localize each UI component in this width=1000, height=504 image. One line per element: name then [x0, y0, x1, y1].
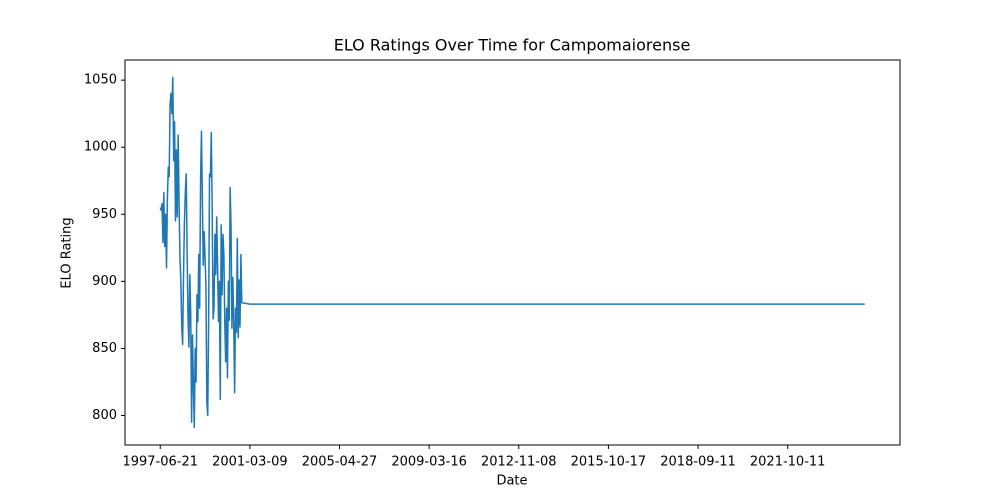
y-tick-label: 850: [92, 341, 117, 356]
x-tick-label: 1997-06-21: [122, 455, 198, 470]
x-tick-label: 2001-03-09: [212, 455, 288, 470]
chart-title: ELO Ratings Over Time for Campomaiorense: [334, 36, 691, 55]
y-tick-label: 1050: [84, 73, 117, 88]
y-tick-label: 1000: [84, 140, 117, 155]
y-tick-label: 800: [92, 408, 117, 423]
x-tick-label: 2015-10-17: [571, 455, 647, 470]
plot-frame: [124, 59, 901, 446]
x-tick-label: 2005-04-27: [302, 455, 378, 470]
y-tick-label: 950: [92, 207, 117, 222]
y-tick-label: 900: [92, 274, 117, 289]
x-tick-label: 2021-10-11: [750, 455, 826, 470]
x-tick-label: 2009-03-16: [391, 455, 467, 470]
x-tick-label: 2018-09-11: [660, 455, 736, 470]
y-axis-label: ELO Rating: [60, 217, 75, 288]
line: [159, 76, 865, 429]
x-axis-label: Date: [496, 474, 527, 489]
x-tick-label: 2012-11-08: [481, 455, 557, 470]
